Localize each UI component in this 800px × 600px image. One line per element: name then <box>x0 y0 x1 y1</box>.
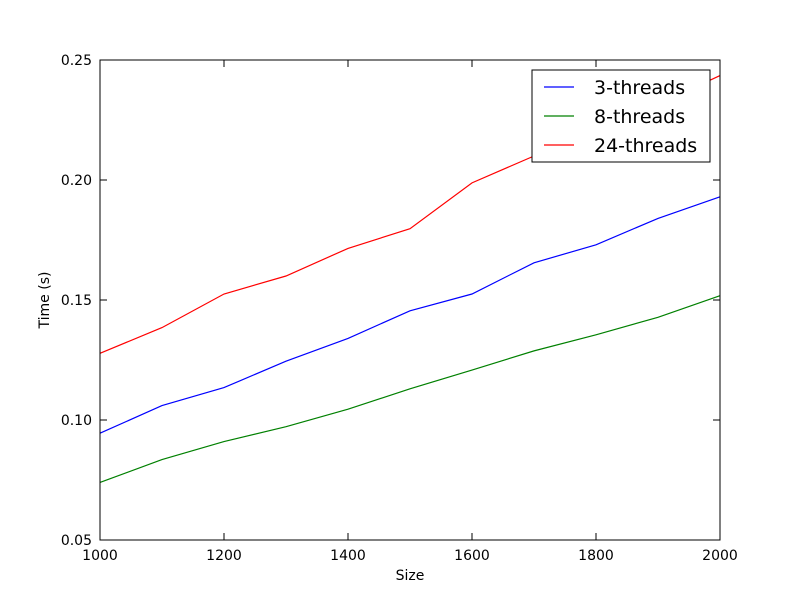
x-tick-label: 1600 <box>454 548 490 564</box>
y-tick-label: 0.05 <box>61 533 92 549</box>
series-line-8-threads <box>99 295 721 483</box>
y-tick-label: 0.10 <box>61 413 92 429</box>
legend-label: 3-threads <box>594 77 685 99</box>
x-tick-label: 1400 <box>330 548 366 564</box>
x-axis: 1000 1200 1400 1600 1800 2000 <box>82 60 738 564</box>
x-axis-label: Size <box>396 568 425 584</box>
legend-label: 8-threads <box>594 106 685 128</box>
y-tick-label: 0.20 <box>61 173 92 189</box>
x-tick-label: 1200 <box>206 548 242 564</box>
legend: 3-threads 8-threads 24-threads <box>531 69 711 163</box>
y-tick-label: 0.15 <box>61 293 92 309</box>
x-tick-label: 1000 <box>82 548 118 564</box>
legend-label: 24-threads <box>594 135 697 157</box>
x-tick-label: 1800 <box>578 548 614 564</box>
y-tick-label: 0.25 <box>61 53 92 69</box>
series-line-3-threads <box>99 196 721 434</box>
y-axis-label: Time (s) <box>37 272 53 330</box>
y-axis: 0.05 0.10 0.15 0.20 0.25 <box>61 53 720 549</box>
x-tick-label: 2000 <box>702 548 738 564</box>
